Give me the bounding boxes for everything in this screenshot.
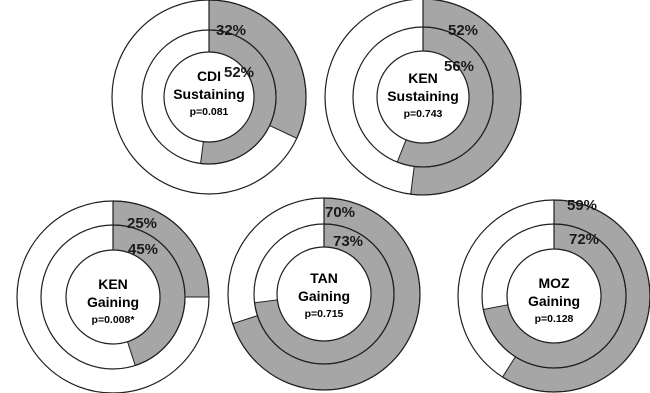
center-p-value-label: p=0.715 xyxy=(305,308,344,320)
donut-chart-2: 52% 56% KEN Sustaining p=0.743 xyxy=(324,0,522,196)
center-status-label: Gaining xyxy=(298,288,350,304)
inner-percent-label: 56% xyxy=(444,58,474,75)
center-status-label: Gaining xyxy=(528,293,580,309)
center-status-label: Sustaining xyxy=(387,88,459,104)
ring-outline xyxy=(111,0,307,195)
inner-percent-label: 52% xyxy=(224,64,254,81)
outer-percent-label: 52% xyxy=(448,22,478,39)
donut-chart-3: 25% 45% KEN Gaining p=0.008* xyxy=(16,200,210,393)
center-country-label: TAN xyxy=(310,270,338,286)
inner-percent-label: 72% xyxy=(569,231,599,248)
ring-outline xyxy=(324,0,522,196)
center-p-value-label: p=0.008* xyxy=(92,314,136,326)
center-p-value-label: p=0.128 xyxy=(535,313,574,325)
donut-chart-4: 70% 73% TAN Gaining p=0.715 xyxy=(227,197,421,391)
inner-percent-label: 45% xyxy=(128,241,158,258)
center-status-label: Gaining xyxy=(87,294,139,310)
center-status-label: Sustaining xyxy=(173,86,245,102)
donut-chart-5: 59% 72% MOZ Gaining p=0.128 xyxy=(457,197,650,393)
outer-percent-label: 32% xyxy=(216,22,246,39)
inner-percent-label: 73% xyxy=(333,233,363,250)
center-country-label: CDI xyxy=(197,68,221,84)
outer-percent-label: 25% xyxy=(127,215,157,232)
center-p-value-label: p=0.081 xyxy=(190,106,229,118)
donut-chart-1: 32% 52%CDI Sustaining p=0.081 xyxy=(111,0,307,195)
center-country-label: KEN xyxy=(98,276,128,292)
center-country-label: MOZ xyxy=(538,275,570,291)
center-country-label: KEN xyxy=(408,70,438,86)
outer-percent-label: 59% xyxy=(567,197,597,214)
center-p-value-label: p=0.743 xyxy=(404,108,443,120)
outer-percent-label: 70% xyxy=(325,204,355,221)
